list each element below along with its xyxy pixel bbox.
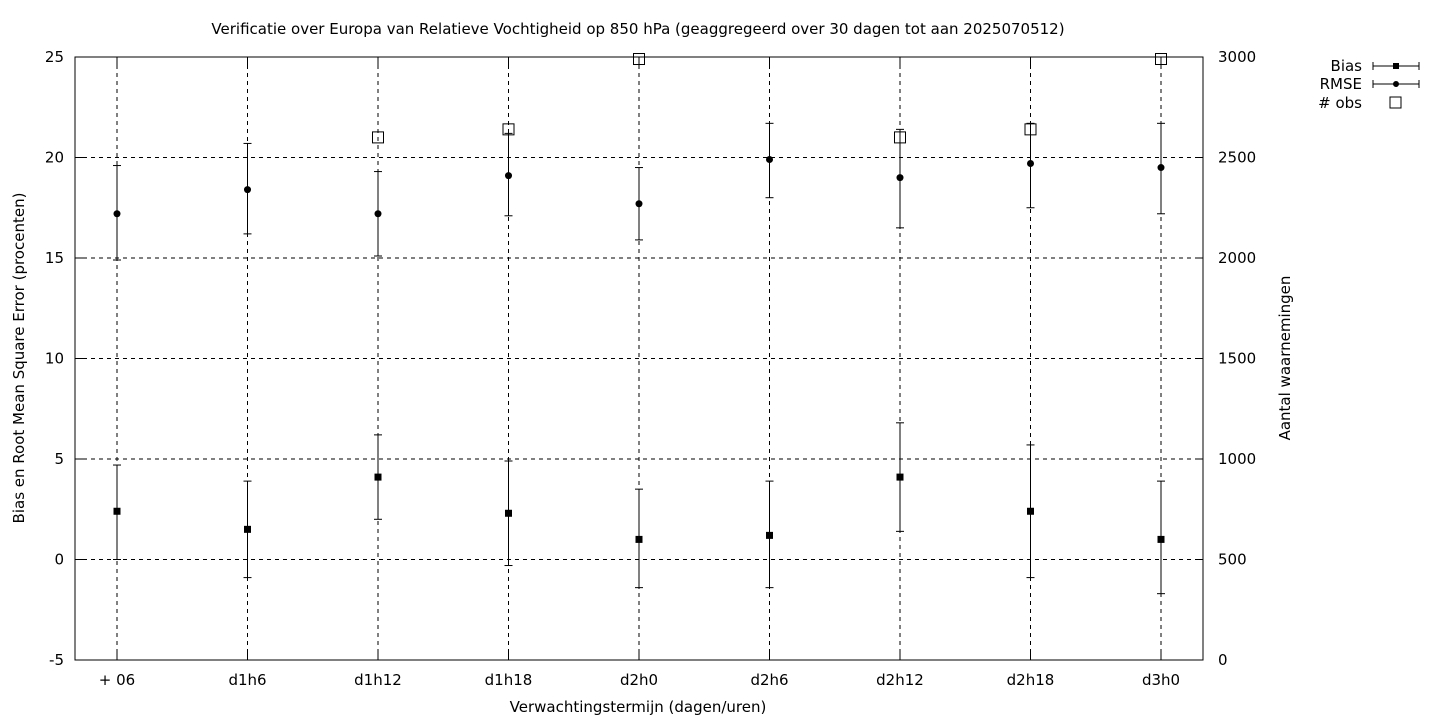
x-tick-label: d1h12 [354, 671, 402, 689]
grid-lines [75, 57, 1203, 660]
bias-point [374, 473, 382, 481]
rmse-point [1027, 160, 1034, 168]
x-tick-label: d2h0 [620, 671, 658, 689]
x-tick-label: d2h6 [750, 671, 788, 689]
obs-point [633, 53, 645, 66]
rmse-point [635, 200, 643, 208]
legend-marker-obs [1389, 96, 1402, 109]
x-tick-label: d2h12 [876, 671, 924, 689]
y2-tick-label: 500 [1218, 551, 1247, 569]
bias-point [896, 473, 904, 481]
y-tick-label: 5 [54, 450, 64, 468]
legend-marker-rmse [1393, 81, 1399, 87]
rmse-point [1157, 164, 1165, 172]
obs-point [372, 131, 384, 144]
obs-series [372, 53, 1167, 144]
x-tick-label: d1h6 [228, 671, 266, 689]
y2-tick-label: 3000 [1218, 48, 1256, 66]
chart-title: Verificatie over Europa van Relatieve Vo… [211, 20, 1064, 38]
y2-axis-label: Aantal waarnemingen [1276, 276, 1294, 441]
legend-marker-bias [1393, 63, 1399, 69]
bias-series [113, 422, 1165, 595]
legend-label-bias: Bias [1331, 57, 1363, 75]
rmse-series [113, 122, 1165, 261]
rmse-point [244, 186, 251, 194]
obs-point [1155, 53, 1167, 66]
legend: Bias RMSE # obs [1318, 57, 1420, 112]
rmse-point [374, 210, 382, 218]
x-axis: + 06 d1h6 d1h12 d1h18 d2h0 d2h6 d2h12 d2h18 d3h0 [99, 57, 1180, 689]
y-tick-label: 10 [45, 350, 64, 368]
bias-point [505, 509, 512, 517]
rmse-point [896, 174, 904, 182]
bias-point [1157, 535, 1165, 543]
x-tick-label: + 06 [99, 671, 135, 689]
y-tick-label: 15 [45, 249, 64, 267]
x-tick-label: d2h18 [1007, 671, 1055, 689]
x-tick-label: d1h18 [485, 671, 533, 689]
x-axis-label: Verwachtingstermijn (dagen/uren) [510, 698, 767, 716]
y-axis-label: Bias en Root Mean Square Error (procente… [10, 193, 28, 524]
y-tick-label: -5 [49, 651, 64, 669]
y-tick-label: 20 [45, 149, 64, 167]
legend-label-obs: # obs [1318, 94, 1362, 112]
y2-tick-label: 2000 [1218, 249, 1256, 267]
x-tick-label: d3h0 [1142, 671, 1180, 689]
y2-tick-label: 1500 [1218, 350, 1256, 368]
obs-point [1024, 123, 1037, 136]
bias-point [113, 507, 121, 515]
y2-tick-label: 0 [1218, 651, 1228, 669]
y-tick-label: 25 [45, 48, 64, 66]
y-tick-label: 0 [54, 551, 64, 569]
obs-point [894, 131, 906, 144]
right-axis: 0 500 1000 1500 2000 2500 3000 [1195, 48, 1256, 669]
obs-point [502, 123, 515, 136]
rmse-point [113, 210, 121, 218]
left-axis: -5 0 5 10 15 20 25 [45, 48, 83, 669]
bias-point [244, 525, 251, 533]
bias-point [1027, 507, 1034, 515]
y2-tick-label: 2500 [1218, 149, 1256, 167]
y2-tick-label: 1000 [1218, 450, 1256, 468]
legend-label-rmse: RMSE [1320, 75, 1362, 93]
bias-point [635, 535, 643, 543]
rmse-point [766, 156, 773, 164]
bias-point [766, 531, 773, 539]
rmse-point [505, 172, 512, 180]
